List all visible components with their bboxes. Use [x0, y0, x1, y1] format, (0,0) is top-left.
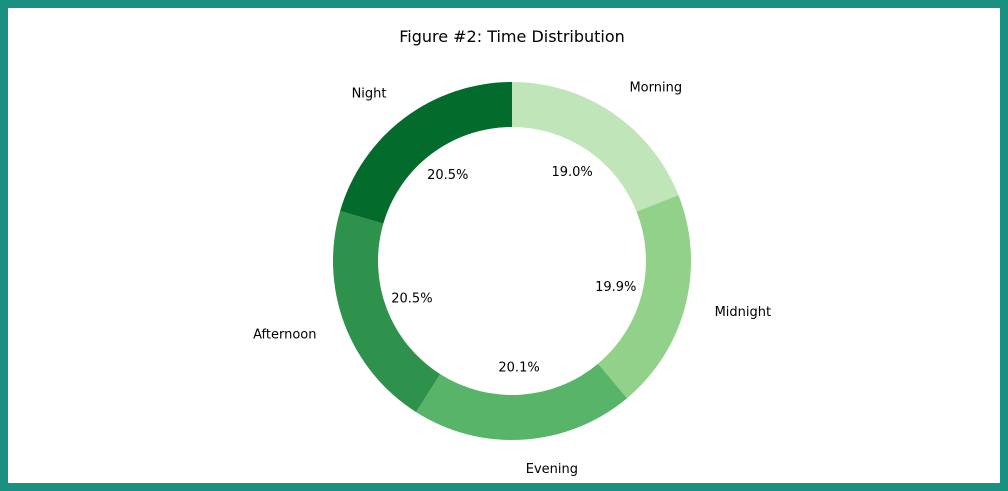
percent-label-afternoon: 20.5% — [391, 291, 432, 306]
percent-label-evening: 20.1% — [498, 360, 539, 375]
category-label-afternoon: Afternoon — [253, 327, 316, 342]
category-label-evening: Evening — [526, 462, 578, 477]
slice-labels: Morning 19.0% Midnight 19.9% Evening 20.1% Aft… — [253, 81, 771, 477]
percent-label-midnight: 19.9% — [595, 280, 636, 295]
slice-afternoon — [333, 211, 441, 413]
percent-label-morning: 19.0% — [551, 165, 592, 180]
chart-title: Figure #2: Time Distribution — [399, 27, 625, 46]
category-label-morning: Morning — [629, 81, 682, 96]
category-label-midnight: Midnight — [715, 305, 772, 320]
slice-morning — [512, 82, 679, 212]
category-label-night: Night — [352, 86, 387, 101]
slice-evening — [416, 363, 627, 440]
percent-label-night: 20.5% — [427, 168, 468, 183]
donut-slices — [333, 82, 691, 440]
slice-midnight — [598, 195, 691, 399]
slice-night — [340, 82, 512, 224]
